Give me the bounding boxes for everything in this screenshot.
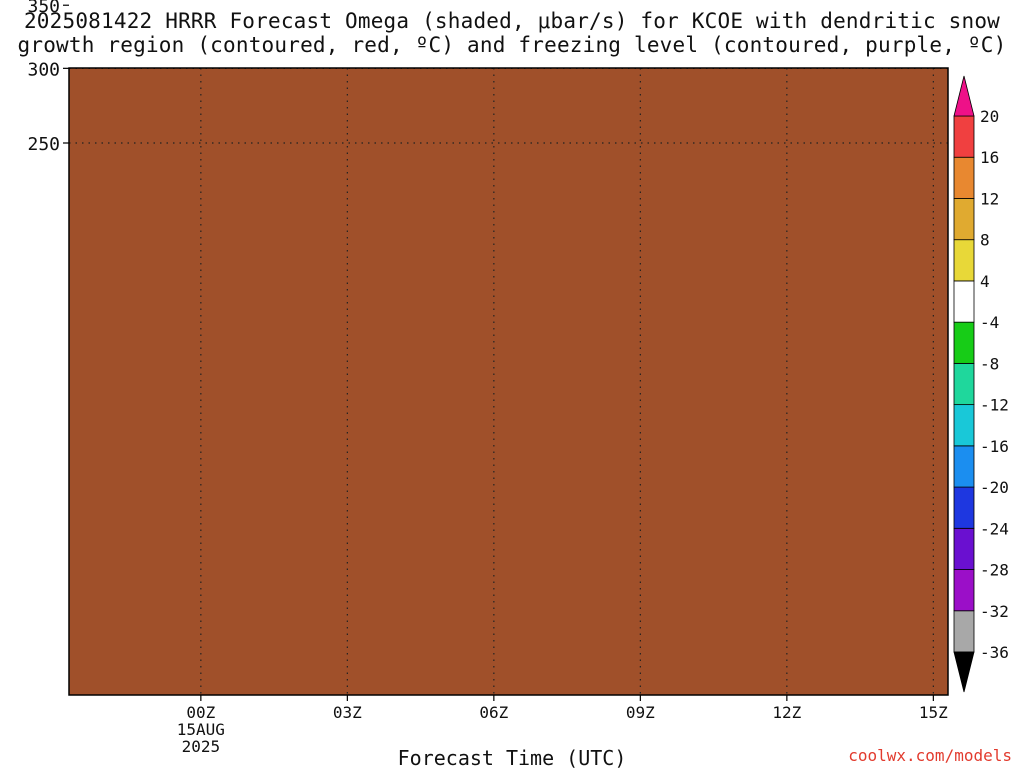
colorbar-segment bbox=[953, 404, 975, 447]
colorbar-label: -36 bbox=[980, 643, 1009, 662]
colorbar-segment bbox=[953, 445, 975, 488]
colorbar-label: -16 bbox=[980, 437, 1009, 456]
y-tick-label: 300 bbox=[27, 59, 60, 80]
colorbar-label: -12 bbox=[980, 396, 1009, 415]
chart-title-line-1: 2025081422 HRRR Forecast Omega (shaded, … bbox=[23, 9, 1001, 33]
omega-level-12 bbox=[441, 0, 528, 21]
colorbar-label: -28 bbox=[980, 561, 1009, 580]
colorbar-segment bbox=[953, 156, 975, 199]
colorbar-segment bbox=[953, 527, 975, 570]
colorbar-label: 12 bbox=[980, 189, 999, 208]
colorbar-label: -24 bbox=[980, 519, 1009, 538]
x-tick-label: 03Z bbox=[333, 703, 362, 722]
x-tick-label: 00Z bbox=[186, 703, 215, 722]
chart-title-line-2: growth region (contoured, red, ºC) and f… bbox=[17, 33, 1007, 57]
colorbar-segment bbox=[953, 610, 975, 653]
colorbar-segment bbox=[953, 321, 975, 364]
x-axis-label: Forecast Time (UTC) bbox=[397, 746, 627, 770]
colorbar-label: 20 bbox=[980, 107, 999, 126]
colorbar-label: -32 bbox=[980, 602, 1009, 621]
colorbar-label: 8 bbox=[980, 231, 990, 250]
site-credit: coolwx.com/models bbox=[848, 746, 1012, 765]
x-tick-label: 12Z bbox=[772, 703, 801, 722]
colorbar-max-triangle bbox=[953, 75, 975, 117]
omega-level-8 bbox=[414, 0, 555, 51]
omega-level-20 bbox=[897, 68, 911, 70]
colorbar-segment bbox=[953, 115, 975, 158]
colorbar-label: -20 bbox=[980, 478, 1009, 497]
terrain-below-ground bbox=[69, 68, 948, 695]
x-tick-sublabel: 2025 bbox=[182, 737, 221, 756]
plot-frame bbox=[68, 67, 949, 696]
colorbar-segment bbox=[953, 198, 975, 241]
colorbar-min-triangle bbox=[953, 651, 975, 693]
x-tick-label: 15Z bbox=[919, 703, 948, 722]
y-tick-label: 350 bbox=[27, 0, 60, 17]
x-tick-sublabel: 15AUG bbox=[177, 720, 225, 739]
x-tick-label: 06Z bbox=[479, 703, 508, 722]
colorbar-segment bbox=[953, 569, 975, 612]
colorbar-label: 4 bbox=[980, 272, 990, 291]
y-tick-label: 250 bbox=[27, 134, 60, 155]
x-tick-label: 09Z bbox=[626, 703, 655, 722]
colorbar-label: 16 bbox=[980, 148, 999, 167]
colorbar-segment bbox=[953, 486, 975, 529]
colorbar-segment bbox=[953, 362, 975, 406]
colorbar-label: -4 bbox=[980, 313, 999, 332]
colorbar-segment bbox=[953, 280, 975, 323]
colorbar-segment bbox=[953, 239, 975, 282]
colorbar-label: -8 bbox=[980, 354, 999, 373]
